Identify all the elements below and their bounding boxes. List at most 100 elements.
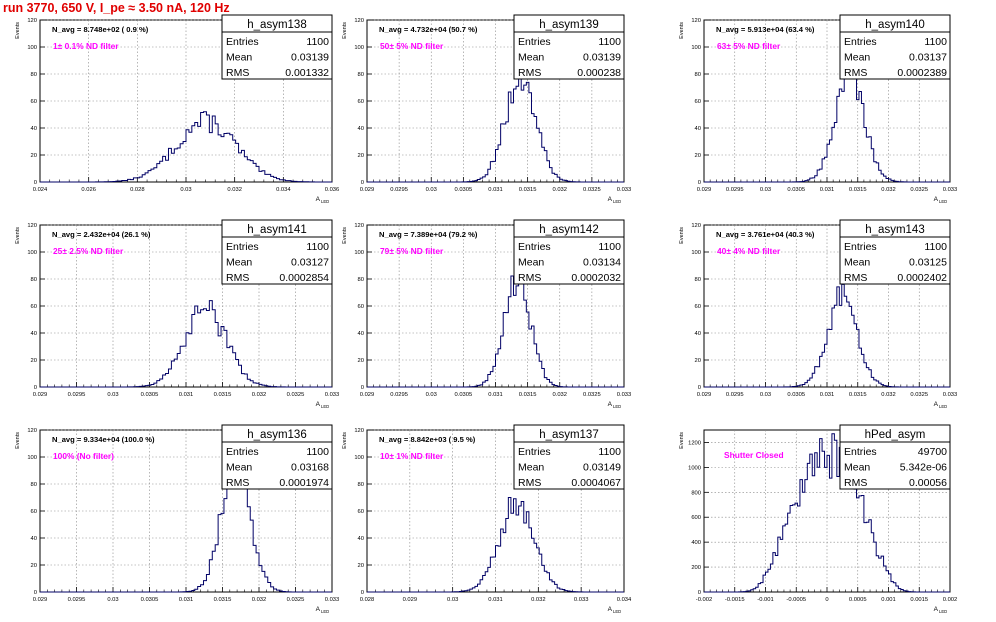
y-tick-label: 60 [695, 304, 701, 310]
stats-value-rms: 0.0002854 [279, 272, 329, 284]
y-tick-label: 80 [31, 72, 37, 78]
filter-label: 1± 0.1% ND filter [53, 41, 119, 51]
stats-box [839, 31, 951, 80]
x-tick-label: 0.032 [881, 392, 896, 398]
histogram-name: h_asym142 [539, 224, 598, 236]
stats-value-mean: 0.03127 [291, 257, 329, 269]
x-tick-label: 0.029 [33, 597, 48, 603]
y-tick-label: 0 [361, 180, 364, 186]
x-tick-label: -0.002 [696, 597, 712, 603]
y-tick-label: 1200 [688, 440, 701, 446]
x-tick-label: 0.033 [943, 187, 958, 193]
stats-value-entries: 49700 [918, 446, 947, 458]
y-tick-label: 0 [698, 180, 701, 186]
stats-key-mean: Mean [518, 257, 544, 269]
n-avg-label: N_avg = 5.913e+04 (63.4 %) [716, 25, 815, 34]
x-tick-label: 0.029 [697, 392, 712, 398]
n-avg-label: N_avg = 7.389e+04 (79.2 %) [379, 230, 478, 239]
y-tick-label: 0 [361, 590, 364, 596]
x-tick-label: 0.03 [760, 392, 771, 398]
stats-value-mean: 0.03137 [909, 52, 947, 64]
x-tick-label: 0.0295 [390, 392, 408, 398]
x-tick-label: 0.0295 [390, 187, 408, 193]
histogram-name: hPed_asym [865, 429, 926, 441]
y-tick-label: 0 [698, 590, 701, 596]
histogram-h_asym141: 0.029 0.0295 0.03 0.0305 0.031 0.0315 0.032 0.0… [15, 219, 340, 409]
x-tick-label: 0.0325 [910, 187, 928, 193]
histogram-line [367, 497, 624, 593]
stats-value-rms: 0.0002402 [897, 272, 947, 284]
x-tick-label: 0.029 [697, 187, 712, 193]
stats-key-mean: Mean [518, 52, 544, 64]
histogram-name: h_asym141 [247, 224, 306, 236]
filter-label: 25± 2.5% ND filter [53, 246, 124, 256]
histogram-line [704, 433, 950, 593]
stats-box [839, 441, 951, 490]
y-tick-label: 40 [358, 536, 364, 542]
y-tick-label: 100 [27, 455, 37, 461]
stats-box [513, 441, 625, 490]
filter-label: 100% (No filter) [53, 451, 114, 461]
y-tick-label: 40 [695, 126, 701, 132]
x-tick-label: 0.0305 [787, 187, 805, 193]
y-tick-label: 60 [358, 304, 364, 310]
x-axis-title: A [608, 196, 613, 203]
y-tick-label: 20 [695, 358, 701, 364]
stats-value-entries: 1100 [924, 36, 947, 48]
stats-key-entries: Entries [844, 241, 877, 253]
x-tick-label: 0.033 [617, 187, 632, 193]
x-tick-label: 0.024 [33, 187, 48, 193]
x-tick-label: 0.03 [760, 187, 771, 193]
stats-value-entries: 1100 [598, 36, 621, 48]
stats-value-mean: 5.342e-06 [900, 462, 947, 474]
stats-value-mean: 0.03134 [583, 257, 621, 269]
stats-key-mean: Mean [226, 52, 252, 64]
y-tick-label: 800 [691, 490, 701, 496]
y-axis-title: Events [342, 432, 348, 449]
x-tick-label: 0.0325 [583, 392, 601, 398]
x-axis-title: A [316, 401, 321, 408]
x-axis-title-sub: LED [321, 404, 329, 409]
y-tick-label: 1000 [688, 465, 701, 471]
histogram-name: h_asym137 [539, 429, 598, 441]
y-tick-label: 40 [695, 331, 701, 337]
stats-value-rms: 0.000238 [577, 67, 621, 79]
x-tick-label: 0.032 [531, 597, 546, 603]
y-tick-label: 200 [691, 565, 701, 571]
stats-key-entries: Entries [518, 446, 551, 458]
x-tick-label: 0.032 [552, 187, 567, 193]
y-tick-label: 0 [34, 590, 37, 596]
y-tick-label: 120 [354, 18, 364, 24]
stats-key-mean: Mean [226, 462, 252, 474]
x-tick-label: 0.0295 [726, 392, 744, 398]
x-tick-label: 0.029 [360, 392, 375, 398]
y-tick-label: 0 [698, 385, 701, 391]
y-tick-label: 60 [358, 99, 364, 105]
y-tick-label: 20 [31, 563, 37, 569]
filter-label: Shutter Closed [724, 450, 784, 460]
y-tick-label: 80 [358, 72, 364, 78]
x-axis-title-sub: LED [321, 609, 329, 614]
histogram-hPed_asym: -0.002 -0.0015 -0.001 -0.0005 0 0.0005 0.001 0.… [679, 424, 957, 614]
x-tick-label: 0 [825, 597, 828, 603]
x-axis-title-sub: LED [939, 199, 947, 204]
stats-value-entries: 1100 [306, 446, 329, 458]
x-tick-label: 0.033 [325, 392, 340, 398]
x-axis-title-sub: LED [939, 404, 947, 409]
stats-key-mean: Mean [518, 462, 544, 474]
x-tick-label: 0.0315 [214, 392, 232, 398]
x-tick-label: 0.032 [252, 392, 267, 398]
stats-key-rms: RMS [518, 272, 541, 284]
stats-key-entries: Entries [226, 241, 259, 253]
histogram-h_asym139: 0.029 0.0295 0.03 0.0305 0.031 0.0315 0.032 0.0… [342, 14, 632, 204]
y-tick-label: 100 [691, 250, 701, 256]
y-tick-label: 400 [691, 540, 701, 546]
x-tick-label: 0.001 [881, 597, 896, 603]
stats-value-rms: 0.0002032 [571, 272, 621, 284]
stats-key-rms: RMS [844, 272, 867, 284]
histogram-line [704, 64, 950, 183]
y-tick-label: 60 [358, 509, 364, 515]
x-tick-label: 0.031 [820, 187, 835, 193]
x-tick-label: -0.0005 [786, 597, 806, 603]
x-axis-title: A [316, 196, 321, 203]
